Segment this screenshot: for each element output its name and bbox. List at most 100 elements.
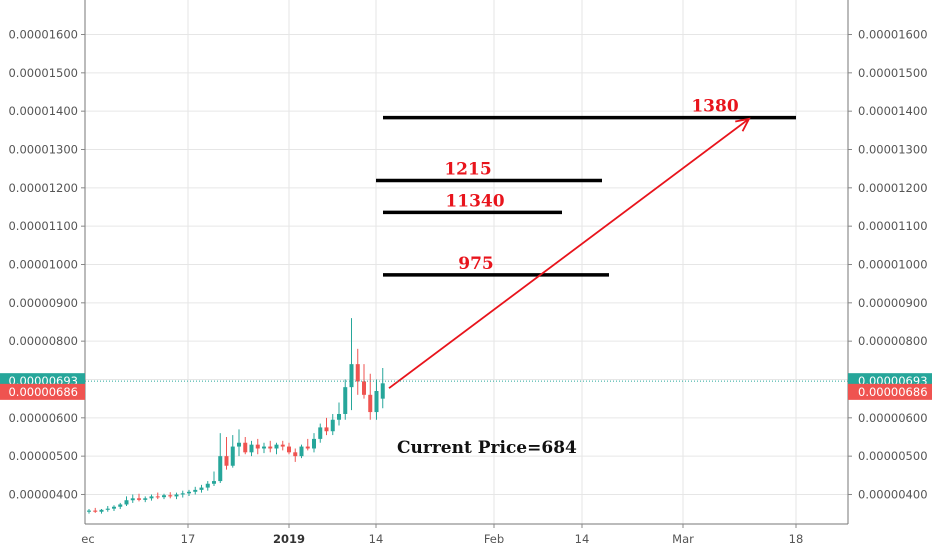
candle-body [199,487,204,490]
y-tick-label: 0.00000600 [858,411,928,425]
candle-body [237,442,241,447]
candle-body [262,446,266,449]
candle-body [337,413,341,420]
current-price-note: Current Price=684 [397,438,577,458]
y-tick-label: 0.00001100 [858,219,928,233]
y-tick-label: 0.00000400 [8,487,78,501]
candle-body [268,446,273,449]
candle-body [243,442,248,453]
price-badge-label: 0.00000686 [8,385,78,399]
candle-body [380,383,385,399]
candle-body [180,493,185,495]
candle-body [168,495,173,497]
y-tick-label: 0.00000500 [858,449,928,463]
y-tick-label: 0.00001500 [8,66,78,80]
candle-body [162,495,166,498]
x-tick-label: 18 [789,532,804,546]
candle-body [143,498,148,500]
plot-frame [84,0,849,525]
candle-body [287,446,291,453]
candle-body [118,504,123,507]
candle-body [280,444,285,447]
candle-body [149,496,154,499]
candle-body [112,506,116,509]
candle-body [349,364,354,388]
candle-body [130,498,135,501]
y-tick-label: 0.00001400 [858,104,928,118]
price-badge [0,383,85,400]
candle-body [305,446,310,449]
y-tick-label: 0.00000400 [858,487,928,501]
y-tick-label: 0.00001400 [8,104,78,118]
candle-body [230,446,235,466]
candlestick-series [87,318,385,514]
candle-body [312,438,316,449]
candle-body [343,387,348,414]
candle-body [299,446,304,457]
level-label: 11340 [445,191,504,211]
candle-body [93,510,98,512]
x-tick-label: 14 [369,532,384,546]
candle-body [362,381,366,395]
y-tick-label: 0.00001200 [858,181,928,195]
candle-body [249,444,254,453]
candle-body [212,481,216,484]
candle-body [87,510,91,512]
candle-body [205,483,210,488]
candle-body [137,498,141,500]
y-axis-right: 0.000004000.000005000.000006000.00000700… [848,27,928,501]
y-tick-label: 0.00000600 [8,411,78,425]
candle-body [293,452,298,457]
x-tick-label: 17 [181,532,196,546]
candle-body [218,456,223,482]
x-tick-label: Mar [672,532,694,546]
candle-body [105,508,110,510]
level-label: 1215 [444,160,491,180]
level-label: 1380 [691,97,738,117]
y-tick-label: 0.00001600 [858,27,928,41]
candle-body [155,496,160,498]
y-tick-label: 0.00001600 [8,27,78,41]
target-levels: 1380 1215 11340 975 [376,97,796,277]
candle-body [274,444,279,449]
candle-body [355,364,360,382]
y-tick-label: 0.00000800 [8,334,78,348]
y-tick-label: 0.00000500 [8,449,78,463]
x-tick-label: 2019 [273,532,305,546]
candle-body [99,509,104,512]
y-axis-left: 0.000004000.000005000.000006000.00000700… [8,27,85,501]
y-tick-label: 0.00001300 [858,142,928,156]
candle-body [324,427,329,432]
candle-body [330,419,335,432]
arrow-head [735,117,751,132]
candle-body [124,500,129,505]
y-tick-label: 0.00000900 [8,296,78,310]
y-tick-label: 0.00001000 [858,257,928,271]
candle-body [368,394,373,413]
projection-arrow [388,117,751,389]
x-axis: ec 17 2019 14 Feb 14 Mar 18 [81,524,803,546]
candle-body [318,427,323,439]
candle-body [193,489,198,492]
y-tick-label: 0.00000800 [858,334,928,348]
y-tick-label: 0.00001100 [8,219,78,233]
y-tick-label: 0.00001000 [8,257,78,271]
candle-body [187,491,191,494]
candle-body [174,494,179,497]
candle-body [374,390,379,413]
level-label: 975 [458,254,494,274]
y-tick-label: 0.00001200 [8,181,78,195]
x-tick-label: 14 [575,532,590,546]
price-badge-label: 0.00000686 [858,385,928,399]
price-badge [848,383,932,400]
x-tick-label: ec [81,532,94,546]
y-tick-label: 0.00001500 [858,66,928,80]
arrow-shaft [388,118,750,389]
candle-body [224,456,229,466]
x-tick-label: Feb [484,532,504,546]
grid [85,0,848,524]
y-tick-label: 0.00001300 [8,142,78,156]
y-tick-label: 0.00000900 [858,296,928,310]
